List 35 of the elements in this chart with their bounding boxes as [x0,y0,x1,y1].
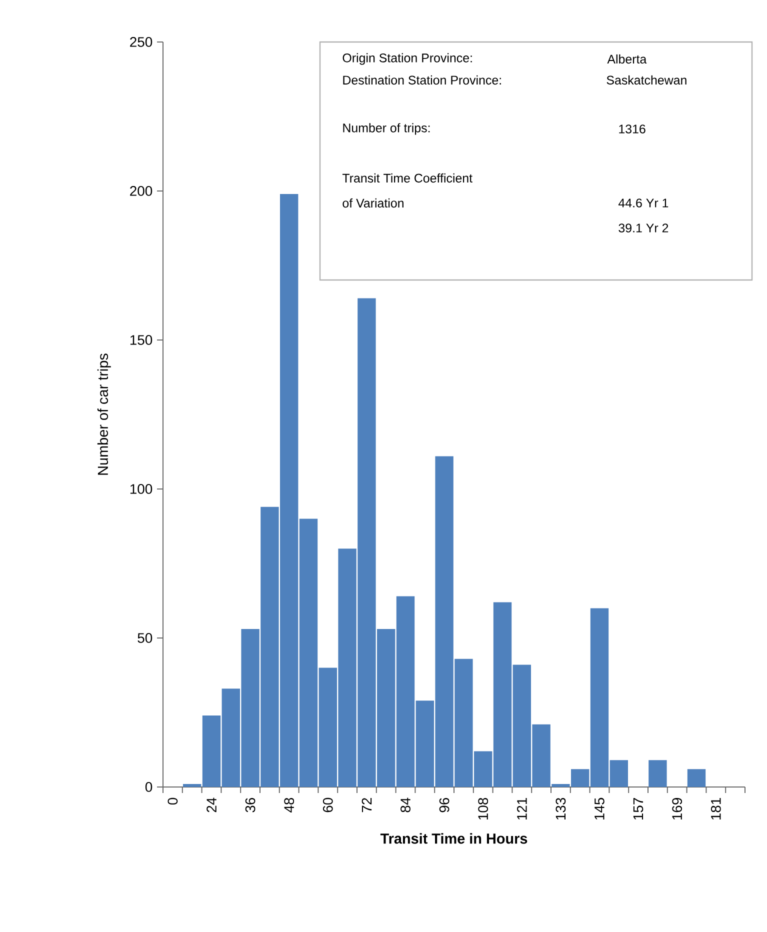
annotation: Alberta [607,54,647,64]
x-tick-label: 108 [478,798,488,820]
x-tick-label: 169 [672,798,682,820]
y-axis-title: Number of car trips [97,354,111,475]
bar [687,769,706,787]
x-tick-label: 157 [633,798,644,820]
y-tick-label: 50 [138,633,152,643]
y-tick-label: 250 [130,37,152,47]
annotation: 39.1 Yr 2 [618,224,668,232]
x-tick-label: 0 [168,798,178,805]
y-tick-label: 200 [130,186,152,196]
x-tick-label: 24 [206,798,216,812]
x-tick-label: 48 [284,798,294,813]
x-tick-label: 96 [439,798,450,812]
x-tick-label: 121 [517,798,527,820]
annotation: 44.6 Yr 1 [618,198,668,208]
x-tick-label: 181 [710,798,721,820]
bar [648,760,667,787]
y-tick-label: 150 [130,335,152,345]
x-tick-label: 133 [556,798,566,820]
annotation: of Variation [342,198,404,208]
annotation: Transit Time Coefficient [342,173,472,183]
x-tick-label: 60 [322,798,333,812]
annotation: Saskatchewan [606,75,686,85]
annotation: Origin Station Province: [342,53,472,65]
x-tick-label: 36 [245,798,256,812]
x-tick-label: 72 [362,798,372,812]
x-tick-label: 145 [594,798,604,820]
x-tick-label: 84 [400,798,410,812]
annotation: Destination Station Province: [343,75,501,85]
y-tick-label: 100 [130,484,152,494]
annotation: 1316 [619,124,646,134]
annotation: Number of trips: [343,123,430,135]
x-axis-title: Transit Time in Hours [380,833,528,844]
y-tick-label: 0 [145,782,152,792]
